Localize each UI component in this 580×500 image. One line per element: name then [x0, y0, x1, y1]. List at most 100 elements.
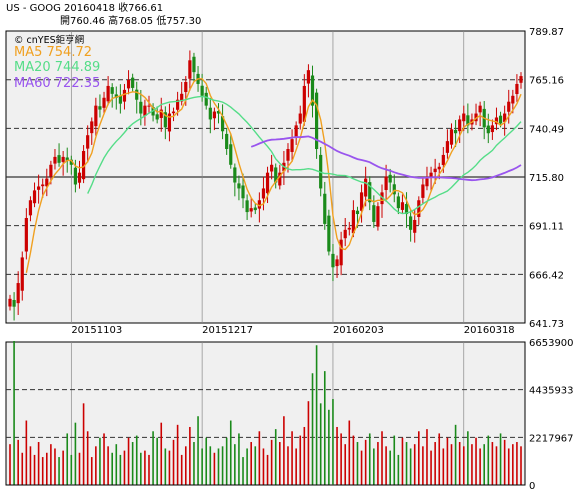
candle-body: [409, 216, 413, 230]
candle-body: [131, 77, 135, 88]
candle-body: [298, 113, 302, 124]
legend-ma60: MA60 722.35: [14, 76, 100, 91]
candle-body: [388, 174, 392, 183]
candle-body: [433, 168, 437, 173]
candle-body: [359, 192, 364, 211]
volume-tick-label: 4435933: [529, 386, 574, 397]
candle-body: [167, 113, 172, 132]
candle-body: [503, 113, 507, 122]
candle-body: [453, 129, 458, 134]
candle-body: [212, 111, 216, 119]
ma20-line: [87, 95, 522, 215]
candle-body: [163, 112, 167, 128]
candle-body: [462, 113, 466, 122]
x-axis-labels: 20151103 20151217 20160203 20160318: [71, 325, 514, 336]
candle-body: [204, 92, 208, 106]
legend-ma20: MA20 744.89: [14, 60, 100, 75]
candle-body: [102, 97, 106, 108]
candle-body: [118, 95, 122, 104]
candle-body: [474, 113, 478, 122]
candle-body: [364, 178, 368, 197]
candle-body: [8, 298, 12, 307]
volume-tick-label: 6653900: [529, 338, 574, 349]
candle-body: [176, 99, 180, 110]
candle-body: [519, 76, 523, 83]
candle-body: [233, 167, 237, 183]
candle-body: [73, 167, 78, 185]
candle-body: [368, 182, 372, 203]
candle-body: [90, 121, 94, 134]
candle-body: [216, 110, 221, 114]
candle-body: [494, 117, 499, 125]
candle-body: [315, 92, 319, 150]
volume-tick-label: 0: [529, 481, 535, 492]
candle-body: [159, 109, 163, 118]
watermark: © cnYES鉅亨網: [14, 34, 84, 46]
candle-body: [37, 186, 41, 190]
volume-axis: 6653900 4435933 2217967 0: [529, 338, 574, 492]
candle-body: [347, 227, 351, 230]
candle-body: [65, 157, 69, 161]
candle-body: [180, 93, 184, 102]
candle-body: [98, 106, 102, 110]
candle-body: [478, 105, 482, 113]
volume-tick-label: 2217967: [529, 433, 574, 444]
candle-body: [331, 253, 335, 268]
candle-body: [16, 283, 20, 304]
candle-body: [515, 83, 519, 95]
candle-body: [351, 210, 355, 234]
candle-body: [28, 200, 33, 216]
candle-body: [274, 167, 278, 183]
candle-body: [155, 114, 159, 120]
candle-body: [310, 75, 315, 106]
candle-body: [384, 176, 388, 191]
candle-body: [339, 239, 343, 266]
candle-body: [327, 215, 331, 252]
date-tick-label: 20160318: [464, 325, 515, 336]
price-axis: 789.87 765.16 740.49 715.80 691.11 666.42 641.…: [529, 27, 564, 330]
legend-ma5: MA5 754.72: [14, 45, 92, 60]
candle-body: [400, 202, 405, 210]
candle-body: [449, 129, 454, 145]
candle-body: [184, 81, 188, 93]
candle-body: [265, 172, 270, 194]
candle-body: [208, 107, 212, 120]
candle-body: [294, 125, 298, 138]
header-line-1: US - GOOG 20160418 收766.61: [6, 1, 163, 14]
candle-body: [441, 154, 445, 165]
candle-body: [261, 188, 266, 199]
candle-body: [270, 164, 274, 172]
candle-body: [413, 219, 417, 233]
candle-body: [86, 135, 90, 149]
candle-body: [143, 105, 147, 116]
candle-body: [241, 185, 245, 199]
candle-body: [429, 172, 433, 178]
candle-body: [396, 196, 400, 209]
ma-lines: [25, 78, 522, 273]
price-tick-label: 740.49: [529, 124, 564, 135]
candle-body: [245, 200, 249, 213]
candle-body: [458, 119, 462, 132]
candle-body: [110, 87, 114, 94]
candle-body: [171, 111, 176, 114]
candle-body: [126, 80, 131, 89]
candle-body: [425, 178, 429, 187]
date-tick-label: 20160203: [333, 325, 384, 336]
candle-body: [466, 115, 470, 126]
ma60-line: [250, 135, 522, 182]
candle-body: [69, 159, 73, 165]
candle-body: [220, 116, 225, 132]
candle-body: [32, 190, 37, 204]
candle-body: [237, 183, 241, 189]
candle-body: [49, 164, 53, 177]
date-tick-label: 20151217: [202, 325, 253, 336]
candle-body: [302, 85, 306, 122]
candle-body: [278, 172, 282, 186]
candle-body: [77, 172, 82, 183]
ma5-line: [25, 78, 522, 273]
price-tick-label: 641.73: [529, 319, 564, 330]
candle-body: [511, 95, 515, 104]
price-tick-label: 789.87: [529, 27, 564, 38]
candle-body: [486, 125, 490, 134]
candle-body: [61, 156, 65, 162]
